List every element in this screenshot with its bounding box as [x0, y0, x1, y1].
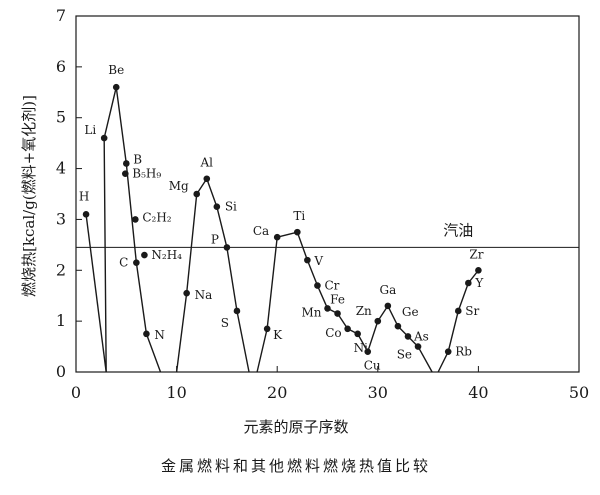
data-point-label: Mg	[169, 179, 189, 193]
data-point-label: Na	[195, 288, 213, 302]
data-point-label: Cu	[364, 359, 381, 373]
data-point	[223, 244, 231, 251]
data-point-label: Y	[474, 276, 484, 290]
plot-frame	[75, 15, 580, 373]
data-point-label: Si	[225, 200, 237, 214]
x-tick-label: 20	[267, 383, 287, 402]
y-tick-label: 6	[56, 57, 66, 76]
data-point	[454, 307, 462, 315]
data-point-label: Fe	[330, 293, 345, 307]
data-point	[324, 305, 331, 312]
data-point	[344, 325, 351, 333]
data-point	[354, 330, 361, 338]
data-point	[141, 251, 148, 259]
data-point	[465, 279, 472, 287]
x-tick-label: 10	[166, 383, 186, 402]
data-point-label: S	[221, 316, 229, 330]
data-point-label: B₅H₉	[132, 167, 161, 181]
data-point-label: Mn	[301, 305, 321, 319]
data-point-label: As	[413, 329, 429, 343]
data-point-label: N₂H₄	[151, 248, 182, 262]
data-point	[334, 310, 341, 317]
data-point-label: Zr	[469, 247, 483, 261]
data-point-label: Li	[84, 123, 96, 137]
data-point	[100, 134, 108, 142]
data-point-label: Rb	[455, 345, 472, 359]
data-point	[121, 170, 129, 177]
data-point	[384, 302, 392, 310]
data-point	[183, 289, 190, 297]
x-tick-label: 40	[468, 383, 488, 402]
y-axis-title: 燃烧热[kcal/g(燃料+氧化剂)]	[20, 95, 38, 297]
data-point	[314, 282, 321, 289]
y-tick-label: 3	[56, 209, 66, 228]
x-axis-title: 元素的原子序数	[243, 418, 348, 436]
data-point	[133, 259, 140, 266]
y-tick-label: 5	[56, 108, 66, 127]
y-tick-label: 7	[56, 6, 66, 25]
series-line-segment	[103, 86, 162, 373]
x-tick-label: 0	[71, 383, 81, 402]
y-tick-label: 1	[56, 311, 66, 330]
data-point	[294, 228, 301, 236]
data-point-label: Zn	[356, 304, 372, 318]
series-line-segment	[175, 178, 250, 373]
data-point-label: C₂H₂	[142, 210, 171, 224]
figure-caption: 金属燃料和其他燃料燃烧热值比较	[161, 457, 431, 475]
y-tick-label: 4	[56, 159, 66, 178]
data-point-label: N	[154, 328, 165, 342]
data-point-label: K	[273, 328, 283, 342]
gasoline-reference-label: 汽油	[443, 221, 473, 239]
data-point-label: Sr	[465, 304, 479, 318]
x-tick-label: 50	[569, 383, 589, 402]
data-point	[123, 160, 130, 167]
data-point-label: Ga	[379, 283, 396, 297]
data-point	[404, 333, 412, 340]
data-point	[112, 83, 120, 91]
data-point	[394, 322, 402, 330]
data-point	[213, 203, 221, 211]
data-point-label: V	[313, 254, 323, 268]
data-point-label: C	[119, 256, 128, 270]
data-point-label: Co	[325, 326, 341, 340]
data-point	[82, 211, 90, 218]
data-point	[364, 348, 372, 355]
data-point-label: P	[211, 232, 219, 246]
data-point	[233, 307, 241, 315]
data-point	[444, 348, 452, 355]
data-point	[203, 175, 211, 183]
data-point-label: Ge	[402, 305, 419, 319]
data-point-label: B	[133, 152, 142, 166]
data-point-label: Se	[397, 348, 412, 362]
data-point-label: Be	[108, 63, 124, 77]
data-point-label: Cr	[324, 279, 339, 293]
data-point-label: Ca	[253, 224, 269, 238]
data-point-label: Ti	[293, 209, 305, 223]
x-tick-label: 30	[368, 383, 388, 402]
data-point	[143, 330, 150, 338]
y-tick-label: 0	[56, 362, 66, 381]
series-line-segment	[85, 214, 107, 373]
data-point	[132, 216, 139, 223]
data-point	[304, 256, 311, 264]
data-point	[263, 325, 271, 333]
y-tick-label: 2	[56, 260, 66, 279]
data-point-label: Al	[200, 156, 214, 170]
data-point-label: H	[79, 189, 89, 203]
data-point	[475, 266, 482, 274]
data-point	[374, 317, 382, 325]
data-point	[414, 343, 422, 350]
data-point	[193, 190, 201, 198]
data-point	[273, 233, 281, 241]
